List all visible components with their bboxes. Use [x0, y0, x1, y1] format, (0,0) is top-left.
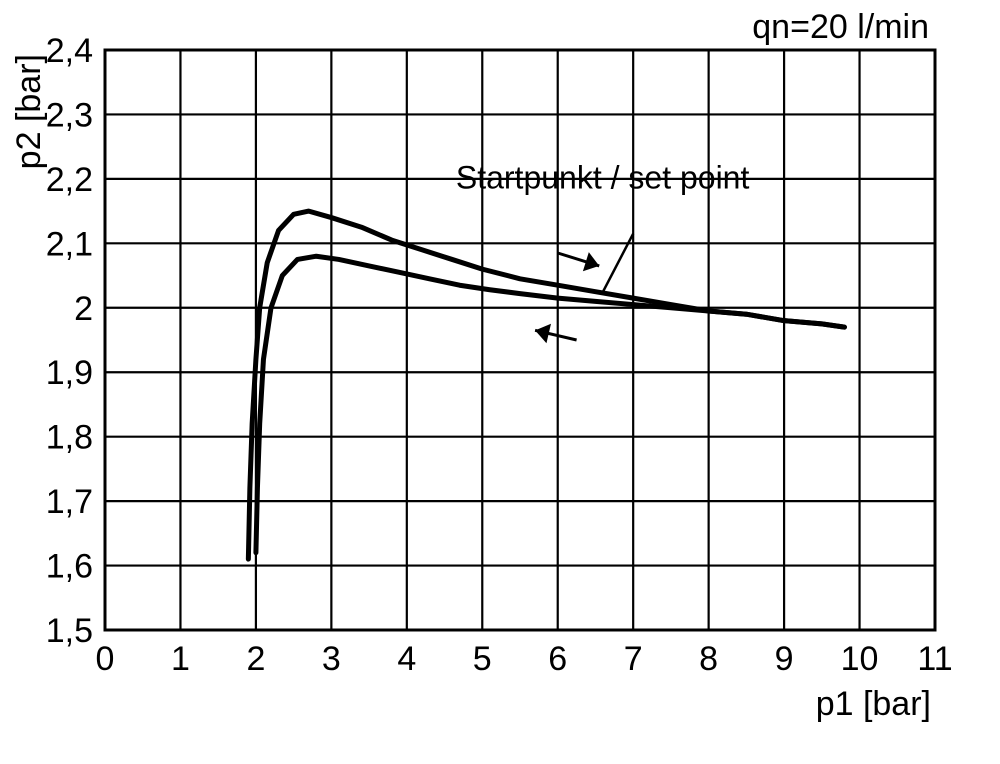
svg-text:6: 6: [548, 640, 567, 678]
svg-text:10: 10: [841, 640, 879, 678]
svg-text:3: 3: [322, 640, 341, 678]
svg-text:1,7: 1,7: [46, 483, 93, 521]
svg-text:2: 2: [74, 290, 93, 328]
svg-text:2,4: 2,4: [46, 32, 93, 70]
svg-text:1,5: 1,5: [46, 612, 93, 650]
svg-text:4: 4: [397, 640, 416, 678]
svg-text:8: 8: [699, 640, 718, 678]
svg-text:9: 9: [775, 640, 794, 678]
svg-text:qn=20 l/min: qn=20 l/min: [752, 8, 929, 46]
svg-text:p2 [bar]: p2 [bar]: [10, 54, 48, 169]
svg-text:1,8: 1,8: [46, 419, 93, 457]
svg-text:0: 0: [96, 640, 115, 678]
svg-text:5: 5: [473, 640, 492, 678]
svg-text:1,6: 1,6: [46, 548, 93, 586]
svg-text:Startpunkt / set point: Startpunkt / set point: [456, 160, 750, 196]
pressure-chart: 0 1 2 3 4 5 6 7 8 9 10 11 1,5 1,6 1,7 1,8 1,9 2 2,1 2,2 2,3 2…: [0, 0, 1000, 764]
svg-text:11: 11: [917, 640, 952, 678]
svg-text:2: 2: [246, 640, 265, 678]
svg-text:1,9: 1,9: [46, 354, 93, 392]
svg-text:7: 7: [624, 640, 643, 678]
svg-text:2,2: 2,2: [46, 161, 93, 199]
svg-text:p1 [bar]: p1 [bar]: [816, 685, 931, 723]
svg-text:1: 1: [171, 640, 190, 678]
svg-text:2,1: 2,1: [46, 225, 93, 263]
svg-text:2,3: 2,3: [46, 96, 93, 134]
